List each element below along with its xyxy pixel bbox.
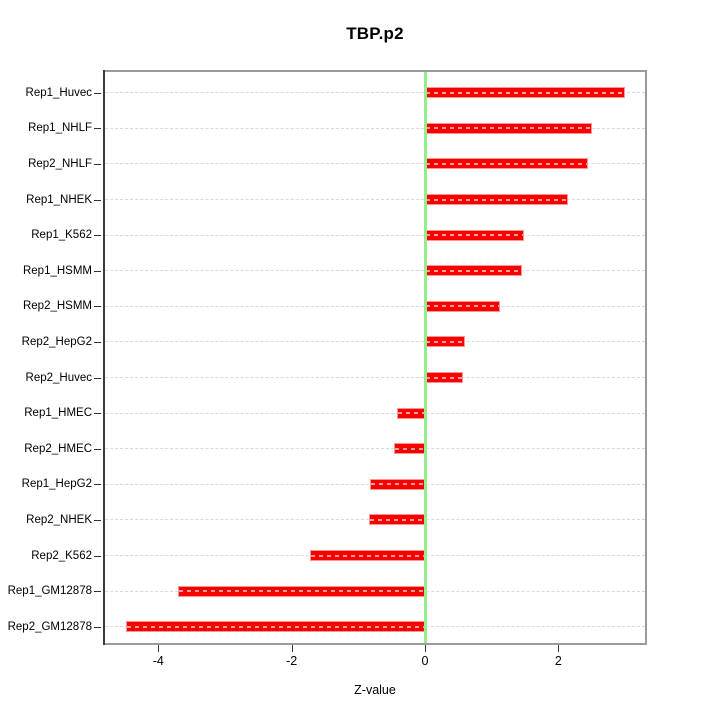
bar-Rep2_HepG2 <box>425 336 465 348</box>
gridline <box>105 270 645 272</box>
y-axis-tick <box>94 591 101 593</box>
bar-Rep2_Huvec <box>425 372 463 383</box>
bar-Rep1_Huvec <box>425 87 625 99</box>
bar-Rep1_HSMM <box>425 265 522 277</box>
gridline <box>105 234 645 236</box>
bar-dash-pattern <box>426 305 499 308</box>
x-axis-tick <box>558 645 560 652</box>
bar-Rep1_K562 <box>425 229 525 241</box>
bar-dash-pattern <box>426 376 462 379</box>
y-label-Rep2_GM12878: Rep2_GM12878 <box>7 620 92 633</box>
bar-Rep2_HSMM <box>425 300 500 312</box>
x-axis-title: Z-value <box>354 683 396 697</box>
gridline <box>105 412 645 414</box>
y-axis-tick <box>94 341 101 343</box>
bar-dash-pattern <box>370 518 424 521</box>
y-axis-tick <box>94 555 101 557</box>
y-label-Rep2_NHLF: Rep2_NHLF <box>28 157 92 170</box>
x-tick-label: -2 <box>286 654 298 668</box>
gridline <box>105 92 645 94</box>
bar-Rep1_HMEC <box>397 407 425 419</box>
bar-Rep2_GM12878 <box>125 621 425 633</box>
y-label-Rep1_K562: Rep1_K562 <box>31 229 92 242</box>
y-axis-line <box>103 70 105 645</box>
y-axis-tick <box>94 519 101 521</box>
y-label-Rep1_Huvec: Rep1_Huvec <box>25 86 92 99</box>
y-label-Rep2_NHEK: Rep2_NHEK <box>26 513 92 526</box>
y-label-Rep2_HepG2: Rep2_HepG2 <box>21 335 92 348</box>
y-axis-tick <box>94 199 101 201</box>
y-axis-tick <box>94 484 101 486</box>
y-axis-tick <box>94 413 101 415</box>
bar-dash-pattern <box>370 483 424 486</box>
bar-Rep2_HMEC <box>394 443 425 455</box>
gridline <box>105 199 645 200</box>
chart-title: TBP.p2 <box>346 24 404 43</box>
zero-reference-line <box>423 72 427 643</box>
y-axis-tick <box>94 128 101 130</box>
bar-Rep1_NHEK <box>425 194 568 205</box>
y-axis-tick <box>94 448 101 450</box>
y-label-Rep2_Huvec: Rep2_Huvec <box>25 371 92 384</box>
bar-dash-pattern <box>398 412 424 415</box>
bar-dash-pattern <box>426 198 567 201</box>
bar-dash-pattern <box>426 234 524 237</box>
bar-dash-pattern <box>426 162 587 165</box>
x-axis-tick <box>425 645 426 652</box>
gridline <box>105 163 645 165</box>
y-axis-tick <box>94 626 101 628</box>
x-axis-tick <box>291 645 293 652</box>
bar-Rep1_GM12878 <box>177 585 425 597</box>
gridline <box>105 305 645 307</box>
bar-dash-pattern <box>311 554 424 557</box>
bar-Rep1_HepG2 <box>369 478 425 490</box>
x-tick-label: 2 <box>554 654 562 668</box>
plot-area: Rep1_Huvec Rep1_NHLF Rep2_NHLF Rep1_NHEK Rep… <box>8 70 647 668</box>
bar-dash-pattern <box>426 340 464 343</box>
gridline <box>105 377 645 378</box>
y-label-Rep1_HMEC: Rep1_HMEC <box>24 407 92 420</box>
bar-Rep2_NHEK <box>369 514 425 526</box>
gridline <box>105 127 645 129</box>
y-axis-tick <box>94 235 101 237</box>
bar-dash-pattern <box>426 91 624 94</box>
y-label-Rep2_HSMM: Rep2_HSMM <box>22 300 92 313</box>
bar-Rep2_K562 <box>310 550 425 561</box>
bar-dash-pattern <box>426 127 591 130</box>
y-label-Rep1_NHLF: Rep1_NHLF <box>28 122 92 135</box>
y-axis-tick <box>94 270 101 272</box>
bar-dash-pattern <box>126 625 424 628</box>
bar-dash-pattern <box>395 447 424 450</box>
y-label-Rep1_GM12878: Rep1_GM12878 <box>7 585 92 598</box>
bar-Rep2_NHLF <box>425 158 588 170</box>
y-label-Rep1_NHEK: Rep1_NHEK <box>26 193 92 206</box>
y-label-Rep1_HepG2: Rep1_HepG2 <box>21 478 92 491</box>
x-tick-label: 0 <box>421 654 429 668</box>
y-axis-tick <box>94 306 101 308</box>
x-axis-tick <box>158 645 160 652</box>
gridline <box>105 341 645 343</box>
y-label-Rep1_HSMM: Rep1_HSMM <box>22 264 92 277</box>
y-axis-tick <box>94 377 101 379</box>
y-label-Rep2_K562: Rep2_K562 <box>31 549 92 562</box>
y-axis-tick <box>94 163 101 165</box>
y-axis-tick <box>94 92 101 94</box>
x-tick-label: -4 <box>152 654 164 668</box>
gridline <box>105 448 645 450</box>
bar-dash-pattern <box>178 590 424 593</box>
bar-dash-pattern <box>426 269 521 272</box>
bar-Rep1_NHLF <box>425 122 592 134</box>
y-label-Rep2_HMEC: Rep2_HMEC <box>24 442 92 455</box>
